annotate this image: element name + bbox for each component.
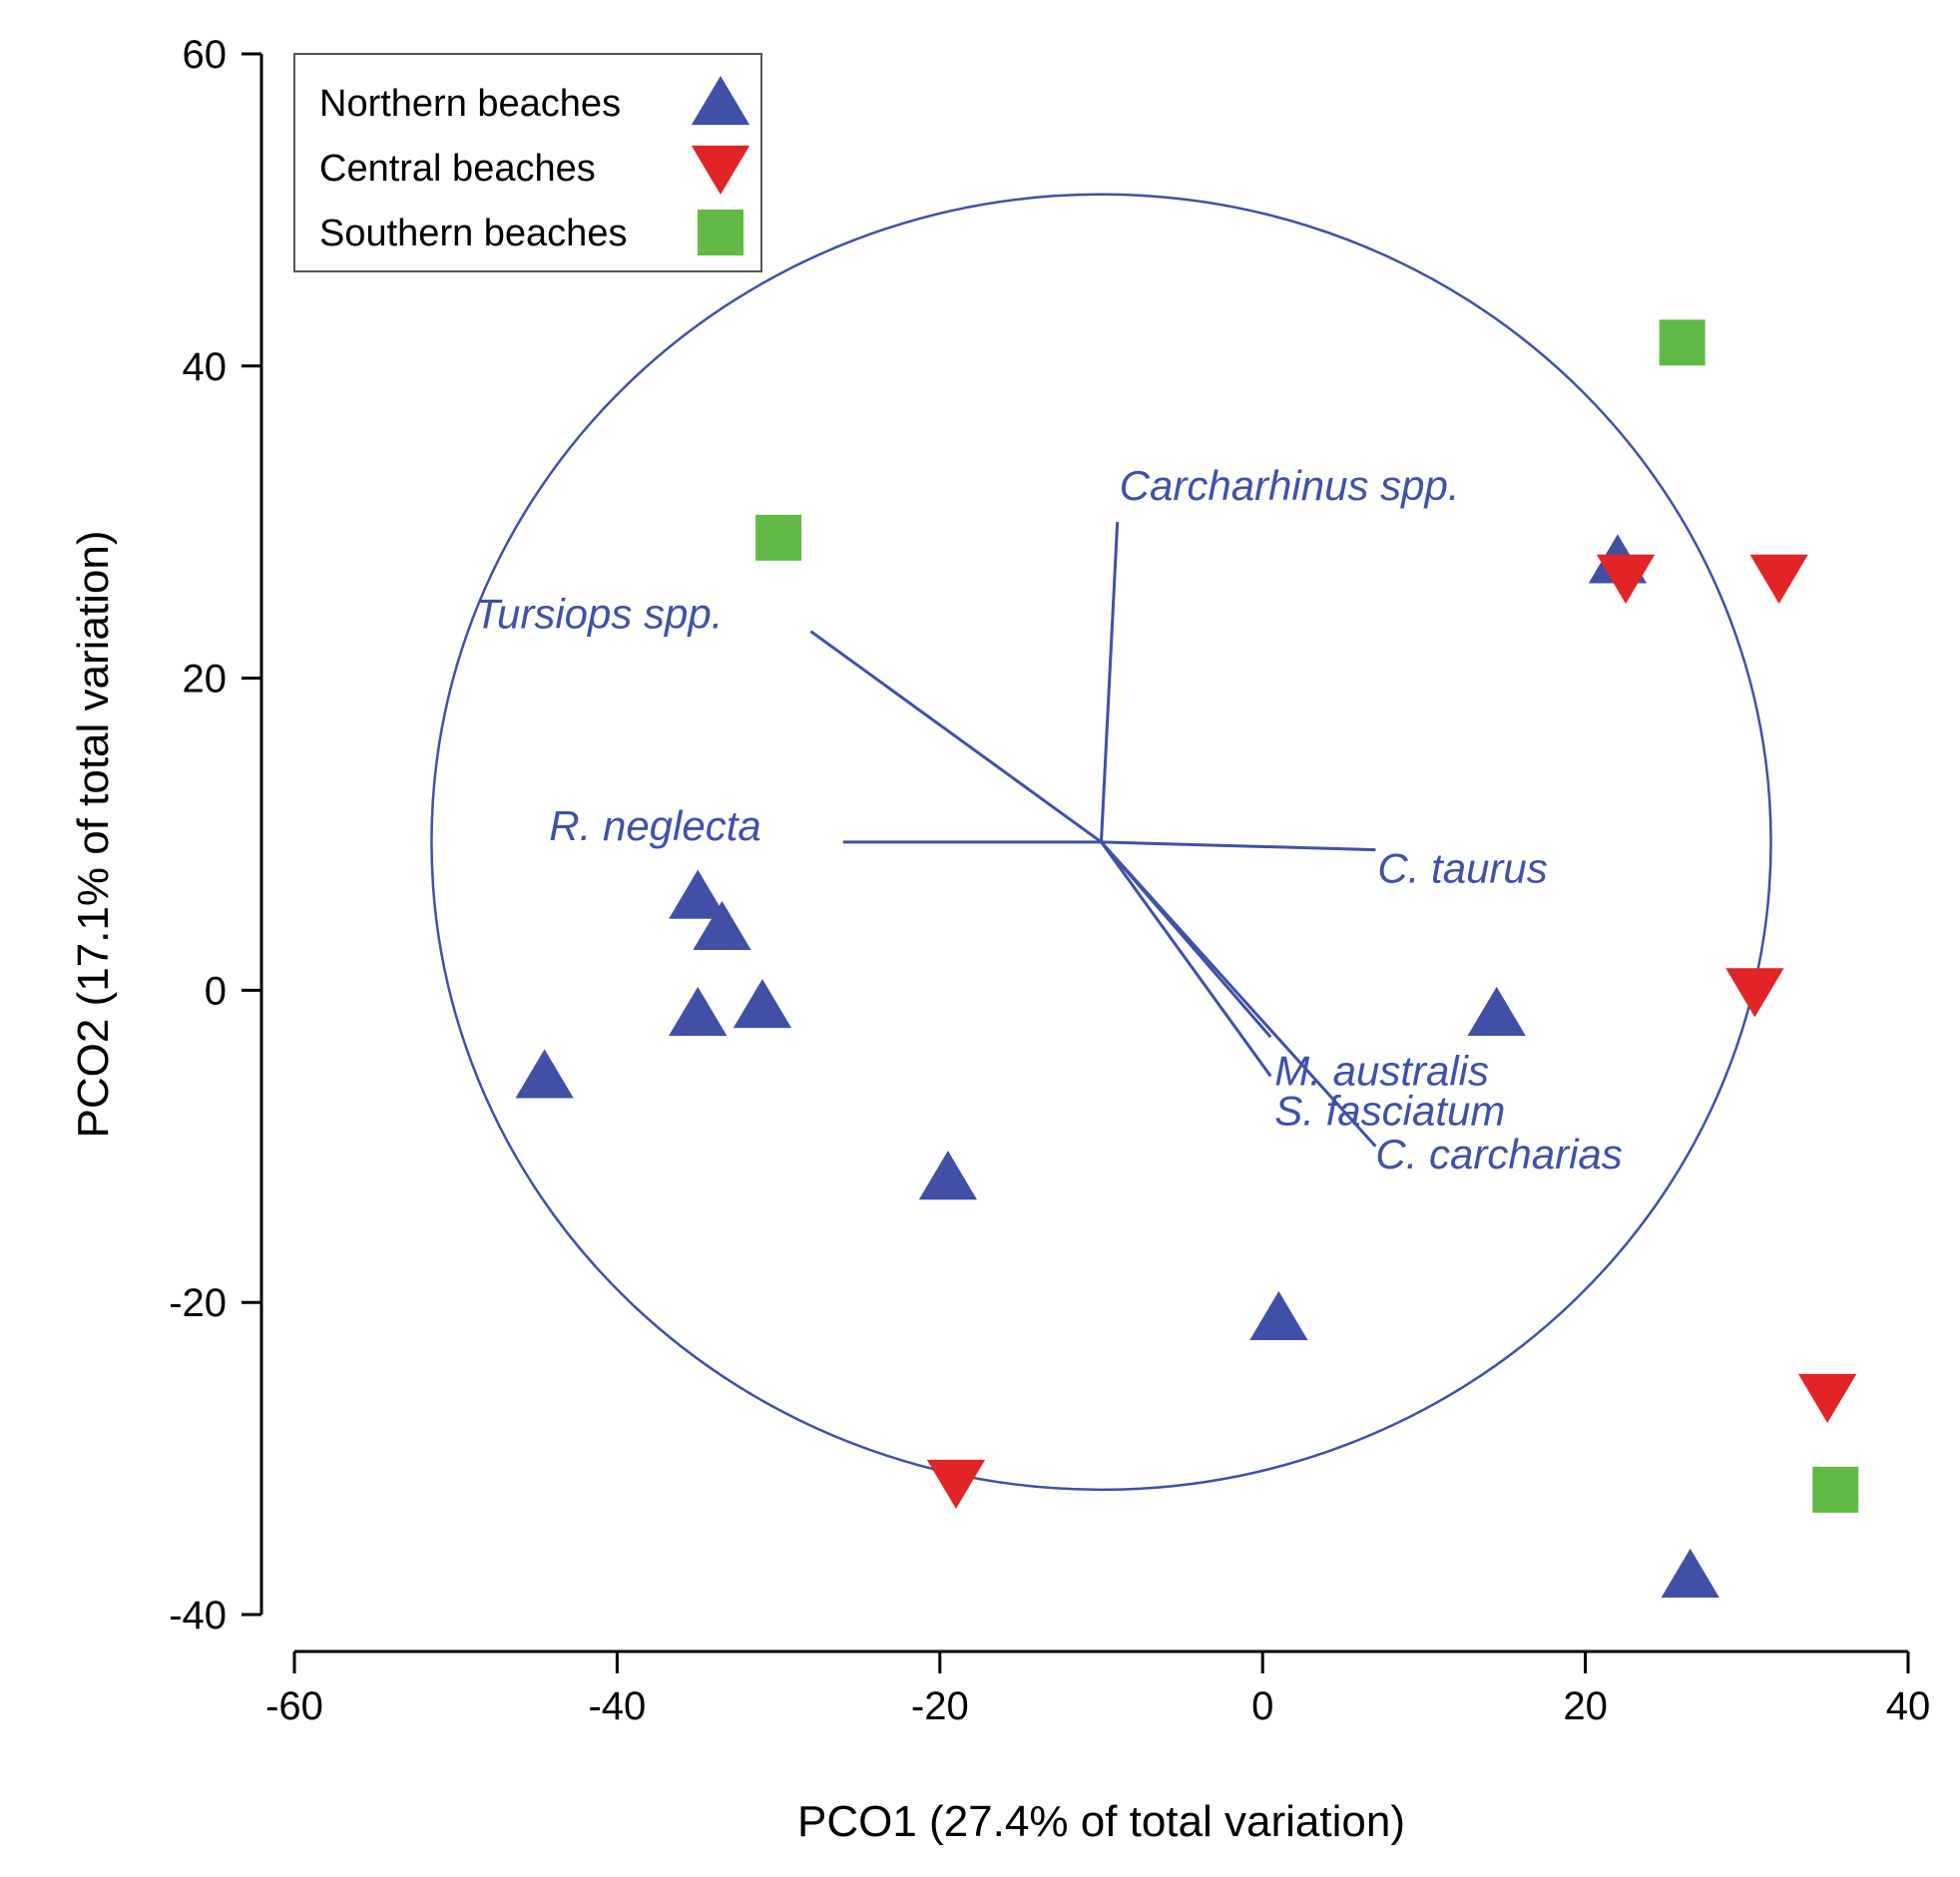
axes: -40 -20 0 20 40 60 -60 -40 -20 0 20 40 PCO1 (27.4% o… [69, 33, 1930, 1846]
x-tick-label: -40 [588, 1684, 646, 1728]
vector-label: C. carcharias [1375, 1131, 1622, 1177]
central-point [1797, 1373, 1857, 1424]
correlation-circle [430, 193, 1772, 1492]
northern-point [669, 869, 728, 919]
vector-line [1101, 840, 1376, 852]
x-tick-label: -20 [911, 1684, 969, 1728]
central-point [1749, 554, 1808, 604]
y-tick-label: 20 [183, 658, 228, 702]
x-tick-label: -60 [265, 1684, 323, 1728]
legend-central-label: Central beaches [319, 148, 596, 190]
central-point [1725, 968, 1784, 1018]
y-tick-label: 40 [183, 345, 228, 389]
northern-point [515, 1049, 574, 1099]
southern-point [1659, 319, 1706, 366]
plot-area: Carcharhinus spp. Tursiops spp. R. neglect… [430, 193, 1859, 1599]
northern-point [669, 986, 728, 1036]
y-tick-label: 60 [183, 33, 228, 77]
vector-line [809, 630, 1103, 844]
northern-point [733, 979, 792, 1029]
y-axis-title: PCO2 (17.1% of total variation) [69, 531, 118, 1139]
legend-southern-marker [698, 210, 743, 255]
y-tick-label: 0 [205, 969, 227, 1013]
northern-point [1467, 986, 1526, 1036]
legend-central-marker [691, 145, 750, 195]
legend-box [293, 53, 762, 272]
vector-label: R. neglecta [549, 802, 760, 849]
northern-point [693, 900, 751, 950]
y-tick-label: -40 [169, 1594, 227, 1638]
vector-line [1100, 840, 1377, 1148]
legend-southern-label: Southern beaches [319, 213, 627, 254]
vector-label: S. fasciatum [1274, 1087, 1505, 1134]
vector-label: Tursiops spp. [474, 591, 723, 638]
legend-northern-label: Northern beaches [319, 83, 621, 125]
legend-northern-marker [691, 76, 750, 126]
northern-point [1249, 1290, 1308, 1340]
vector-label: M. australis [1274, 1047, 1489, 1094]
x-tick-label: 40 [1886, 1684, 1931, 1728]
x-tick-label: 0 [1251, 1684, 1273, 1728]
northern-point [1661, 1548, 1719, 1599]
southern-point [755, 514, 802, 561]
northern-point [918, 1151, 978, 1200]
central-point [926, 1459, 986, 1510]
x-axis-title: PCO1 (27.4% of total variation) [797, 1797, 1405, 1846]
vector-line [1100, 522, 1120, 842]
y-tick-label: -20 [169, 1281, 227, 1325]
central-point [1596, 554, 1656, 604]
southern-point [1812, 1466, 1859, 1513]
vector-label: C. taurus [1377, 845, 1547, 892]
x-tick-label: 20 [1563, 1684, 1608, 1728]
vector-line [1100, 840, 1272, 1078]
legend: Northern beaches Central beaches Southern … [293, 53, 762, 272]
vector-label: Carcharhinus spp. [1120, 462, 1460, 509]
